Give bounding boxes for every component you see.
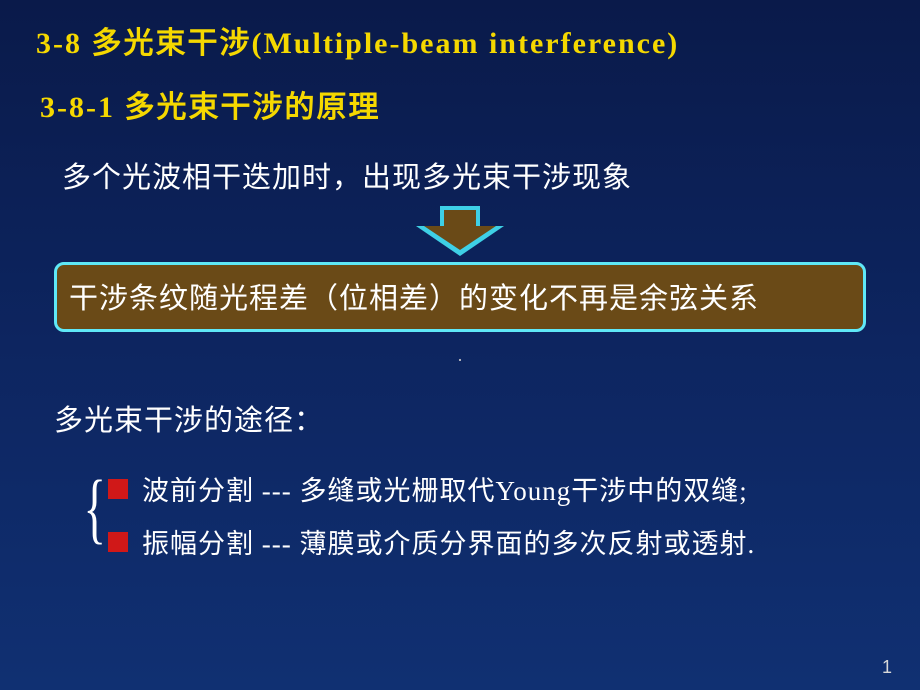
center-dot-icon: ·: [36, 350, 884, 371]
page-number: 1: [882, 657, 892, 678]
list-item-text: 波前分割 --- 多缝或光栅取代Young干涉中的双缝;: [142, 469, 748, 508]
heading-sub: 3-8-1 多光束干涉的原理: [40, 82, 884, 126]
list-item: 波前分割 --- 多缝或光栅取代Young干涉中的双缝;: [108, 469, 884, 508]
list-wrap: { 波前分割 --- 多缝或光栅取代Young干涉中的双缝; 振幅分割 --- …: [82, 469, 884, 561]
brace-icon: {: [83, 465, 105, 551]
paths-heading: 多光束干涉的途径：: [54, 397, 884, 439]
boxed-callout: 干涉条纹随光程差（位相差）的变化不再是余弦关系: [54, 262, 866, 332]
square-bullet-icon: [108, 479, 128, 499]
square-bullet-icon: [108, 532, 128, 552]
boxed-wrap: 干涉条纹随光程差（位相差）的变化不再是余弦关系: [36, 262, 884, 332]
heading-main: 3-8 多光束干涉(Multiple-beam interference): [36, 18, 884, 62]
arrow-container: [36, 206, 884, 256]
slide: 3-8 多光束干涉(Multiple-beam interference) 3-…: [0, 0, 920, 690]
intro-text: 多个光波相干迭加时，出现多光束干涉现象: [62, 154, 884, 196]
down-arrow-icon: [416, 206, 504, 256]
list-item-text: 振幅分割 --- 薄膜或介质分界面的多次反射或透射.: [142, 522, 755, 561]
list-item: 振幅分割 --- 薄膜或介质分界面的多次反射或透射.: [108, 522, 884, 561]
